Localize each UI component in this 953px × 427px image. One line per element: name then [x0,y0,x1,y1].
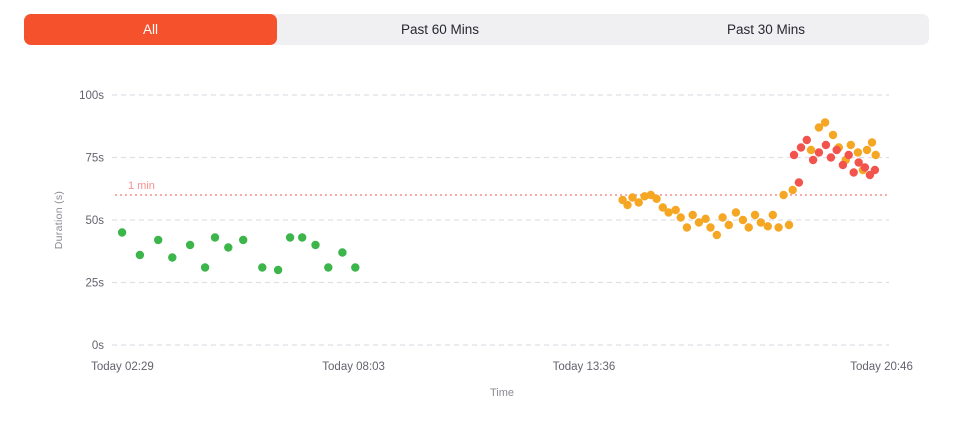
data-point-green[interactable] [135,250,145,260]
x-tick-label: Today 20:46 [850,361,913,373]
x-axis-label: Time [490,387,514,399]
data-point-green[interactable] [239,235,248,245]
data-point-red[interactable] [789,150,799,160]
data-point-orange[interactable] [724,220,733,230]
tab-past-60-mins[interactable]: Past 60 Mins [277,14,603,45]
data-point-orange[interactable] [664,208,673,217]
y-tick-label: 75s [85,153,104,165]
data-point-orange[interactable] [750,210,760,220]
data-point-orange[interactable] [676,213,685,222]
y-tick-label: 25s [85,278,104,290]
data-point-green[interactable] [324,263,333,272]
tab-past-30-mins[interactable]: Past 30 Mins [603,14,929,45]
x-tick-label: Today 08:03 [322,361,385,373]
data-point-orange[interactable] [820,118,830,127]
data-point-orange[interactable] [788,185,797,195]
data-point-green[interactable] [168,253,177,262]
data-point-orange[interactable] [862,145,872,155]
data-point-orange[interactable] [682,223,692,232]
y-tick-label: 0s [92,340,104,352]
data-point-red[interactable] [802,135,811,145]
data-point-orange[interactable] [623,200,632,210]
data-point-orange[interactable] [871,150,880,160]
x-tick-label: Today 02:29 [91,361,154,373]
data-point-red[interactable] [844,150,853,160]
data-point-red[interactable] [794,178,804,187]
data-point-orange[interactable] [756,218,765,227]
y-tick-label: 100s [79,90,104,102]
data-point-orange[interactable] [779,190,788,200]
y-axis-label: Duration (s) [53,191,65,249]
data-point-orange[interactable] [652,194,661,203]
data-point-red[interactable] [870,165,880,175]
data-point-orange[interactable] [763,222,772,231]
data-point-orange[interactable] [701,214,710,223]
data-point-orange[interactable] [658,203,667,212]
data-point-red[interactable] [832,145,841,155]
data-point-red[interactable] [860,163,870,172]
data-point-green[interactable] [117,228,127,237]
data-point-red[interactable] [808,155,818,165]
data-point-orange[interactable] [867,138,877,147]
data-point-orange[interactable] [706,223,715,232]
data-point-orange[interactable] [744,223,753,232]
data-point-red[interactable] [814,148,824,157]
data-point-orange[interactable] [853,148,863,157]
data-point-green[interactable] [298,233,307,242]
data-point-green[interactable] [311,240,320,250]
data-point-orange[interactable] [846,140,855,150]
data-point-orange[interactable] [768,210,777,220]
data-point-orange[interactable] [774,223,783,232]
time-range-tabs: All Past 60 Mins Past 30 Mins [24,14,929,45]
data-point-green[interactable] [185,240,195,250]
data-point-green[interactable] [200,263,210,272]
y-tick-label: 50s [85,215,104,227]
data-point-orange[interactable] [712,230,721,240]
data-point-red[interactable] [826,153,836,162]
data-point-orange[interactable] [784,220,794,230]
tab-all[interactable]: All [24,14,277,45]
data-point-red[interactable] [849,168,858,177]
data-point-orange[interactable] [828,130,838,140]
data-point-red[interactable] [854,158,863,167]
data-point-orange[interactable] [814,123,824,132]
data-point-orange[interactable] [628,193,637,202]
data-point-green[interactable] [258,263,267,272]
data-point-red[interactable] [838,160,848,170]
data-point-green[interactable] [210,233,220,242]
data-point-green[interactable] [338,248,347,257]
data-point-green[interactable] [351,263,360,272]
data-point-green[interactable] [224,243,233,252]
data-point-orange[interactable] [634,198,643,207]
data-point-orange[interactable] [671,205,680,215]
data-point-orange[interactable] [694,218,704,227]
data-point-red[interactable] [796,143,806,152]
data-point-green[interactable] [285,233,295,242]
x-tick-label: Today 13:36 [553,361,616,373]
data-point-green[interactable] [154,235,163,245]
data-point-orange[interactable] [688,210,697,220]
data-point-orange[interactable] [731,208,741,217]
threshold-label: 1 min [128,180,155,192]
data-point-green[interactable] [273,265,283,275]
data-point-orange[interactable] [718,213,727,222]
data-point-orange[interactable] [806,145,816,155]
data-point-red[interactable] [821,140,831,150]
data-point-orange[interactable] [738,215,748,225]
